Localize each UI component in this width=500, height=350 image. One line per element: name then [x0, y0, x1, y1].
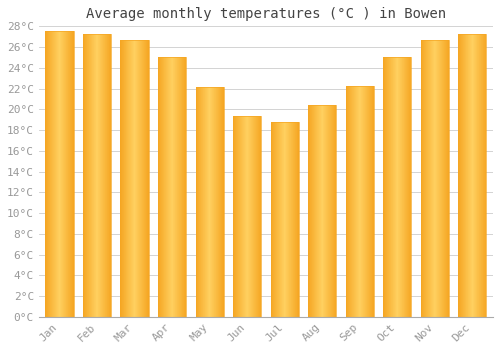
Bar [383, 57, 412, 317]
Bar [308, 105, 336, 317]
Bar [270, 122, 299, 317]
Bar [196, 88, 224, 317]
Bar [120, 40, 148, 317]
Bar [421, 40, 449, 317]
Bar [158, 57, 186, 317]
Bar [46, 32, 74, 317]
Bar [83, 34, 111, 317]
Title: Average monthly temperatures (°C ) in Bowen: Average monthly temperatures (°C ) in Bo… [86, 7, 446, 21]
Bar [233, 116, 261, 317]
Bar [458, 34, 486, 317]
Bar [346, 86, 374, 317]
